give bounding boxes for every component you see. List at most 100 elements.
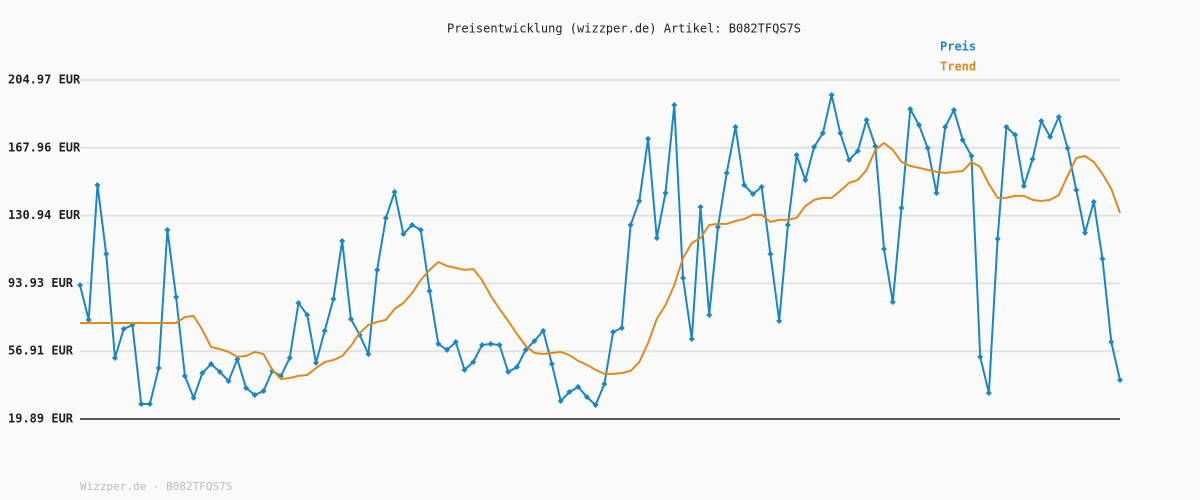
point-marker bbox=[321, 327, 328, 334]
point-marker bbox=[479, 341, 486, 348]
y-tick-label: 130.94 EUR bbox=[8, 208, 81, 222]
point-marker bbox=[671, 102, 678, 109]
point-marker bbox=[260, 387, 267, 394]
point-marker bbox=[662, 189, 669, 196]
point-marker bbox=[846, 156, 853, 163]
footer: Wizzper.de - B082TFQS7S bbox=[80, 480, 232, 493]
point-marker bbox=[146, 400, 153, 407]
point-marker bbox=[1055, 113, 1062, 120]
point-marker bbox=[426, 287, 433, 294]
point-marker bbox=[461, 366, 468, 373]
point-marker bbox=[950, 106, 957, 113]
point-marker bbox=[417, 226, 424, 233]
y-tick-label: 204.97 EUR bbox=[8, 73, 81, 87]
point-marker bbox=[985, 389, 992, 396]
point-marker bbox=[1073, 187, 1080, 194]
point-marker bbox=[915, 122, 922, 129]
point-marker bbox=[330, 296, 337, 303]
point-marker bbox=[837, 130, 844, 137]
point-marker bbox=[1003, 124, 1010, 131]
point-marker bbox=[409, 222, 416, 229]
point-marker bbox=[208, 361, 215, 368]
point-marker bbox=[513, 363, 520, 370]
point-marker bbox=[548, 361, 555, 368]
point-marker bbox=[741, 182, 748, 189]
point-marker bbox=[540, 327, 547, 334]
point-marker bbox=[496, 341, 503, 348]
point-marker bbox=[994, 235, 1001, 242]
point-marker bbox=[898, 204, 905, 211]
point-marker bbox=[942, 124, 949, 131]
point-marker bbox=[1012, 131, 1019, 138]
point-marker bbox=[111, 354, 118, 361]
y-tick-label: 19.89 EUR bbox=[8, 412, 74, 426]
point-marker bbox=[103, 250, 110, 257]
point-marker bbox=[94, 182, 101, 189]
point-marker bbox=[819, 130, 826, 137]
point-marker bbox=[653, 235, 660, 242]
chart-title: Preisentwicklung (wizzper.de) Artikel: B… bbox=[447, 22, 801, 36]
y-tick-label: 56.91 EUR bbox=[8, 344, 74, 358]
point-marker bbox=[1108, 339, 1115, 346]
point-marker bbox=[688, 335, 695, 342]
point-marker bbox=[732, 124, 739, 131]
point-marker bbox=[138, 400, 145, 407]
point-marker bbox=[312, 359, 319, 366]
point-marker bbox=[583, 394, 590, 401]
point-marker bbox=[286, 354, 293, 361]
point-marker bbox=[697, 204, 704, 211]
point-marker bbox=[531, 337, 538, 344]
point-marker bbox=[452, 339, 459, 346]
point-marker bbox=[522, 346, 529, 353]
point-marker bbox=[618, 324, 625, 331]
point-marker bbox=[758, 183, 765, 190]
series-line bbox=[80, 141, 1121, 381]
point-marker bbox=[173, 293, 180, 300]
point-marker bbox=[487, 340, 494, 347]
point-marker bbox=[933, 189, 940, 196]
point-marker bbox=[592, 402, 599, 409]
point-marker bbox=[225, 378, 232, 385]
point-marker bbox=[767, 250, 774, 257]
point-marker bbox=[155, 365, 162, 372]
point-marker bbox=[295, 300, 302, 307]
point-marker bbox=[854, 148, 861, 155]
point-marker bbox=[557, 398, 564, 405]
point-marker bbox=[610, 328, 617, 335]
point-marker bbox=[304, 311, 311, 318]
point-marker bbox=[907, 106, 914, 113]
point-marker bbox=[199, 370, 206, 377]
point-marker bbox=[1099, 255, 1106, 262]
point-marker bbox=[784, 222, 791, 229]
point-marker bbox=[85, 316, 92, 323]
point-marker bbox=[1029, 156, 1036, 163]
point-marker bbox=[216, 368, 223, 375]
point-marker bbox=[435, 340, 442, 347]
point-marker bbox=[374, 266, 381, 273]
point-marker bbox=[645, 135, 652, 142]
point-marker bbox=[714, 224, 721, 231]
point-marker bbox=[881, 246, 888, 253]
legend-label: Trend bbox=[940, 60, 976, 74]
point-marker bbox=[566, 389, 573, 396]
point-marker bbox=[575, 383, 582, 390]
point-marker bbox=[636, 198, 643, 205]
point-marker bbox=[77, 282, 83, 289]
point-marker bbox=[400, 230, 407, 237]
point-marker bbox=[444, 346, 451, 353]
y-tick-label: 167.96 EUR bbox=[8, 140, 81, 154]
point-marker bbox=[391, 189, 398, 196]
point-marker bbox=[959, 137, 966, 144]
point-marker bbox=[1082, 229, 1089, 236]
point-marker bbox=[1090, 198, 1097, 205]
point-marker bbox=[723, 169, 730, 176]
y-tick-label: 93.93 EUR bbox=[8, 276, 74, 290]
point-marker bbox=[977, 353, 984, 360]
point-marker bbox=[1038, 117, 1045, 124]
point-marker bbox=[1117, 376, 1123, 383]
point-marker bbox=[627, 222, 634, 229]
point-marker bbox=[811, 143, 818, 150]
